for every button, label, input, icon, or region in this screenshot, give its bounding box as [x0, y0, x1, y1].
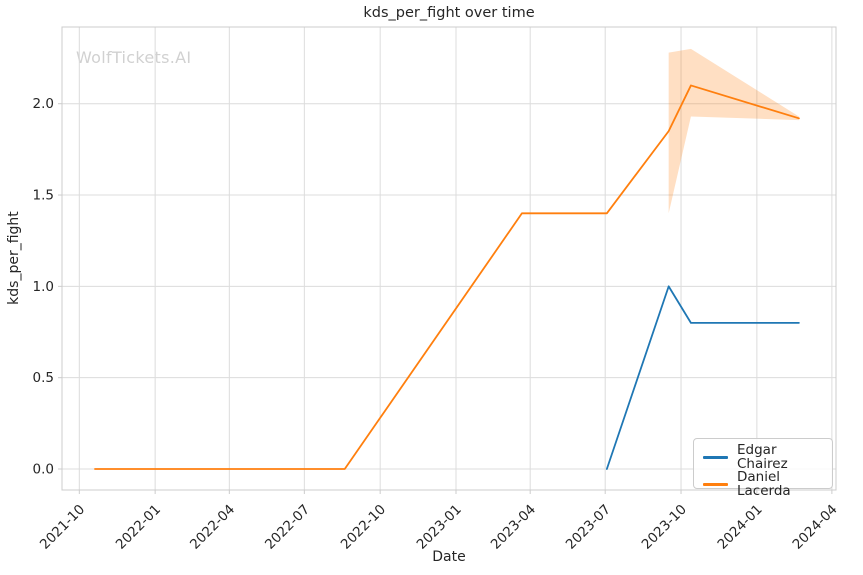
x-tick-label: 2024-01 — [714, 502, 765, 553]
legend: Edgar Chairez Daniel Lacerda — [693, 438, 833, 497]
legend-label: Daniel Lacerda — [737, 469, 791, 499]
x-tick-label: 2023-04 — [488, 502, 539, 553]
x-tick-label: 2024-04 — [790, 502, 841, 553]
x-tick-label: 2023-07 — [563, 502, 614, 553]
legend-label: Edgar Chairez — [737, 442, 788, 472]
line-daniel-lacerda — [94, 84, 800, 470]
x-tick-label: 2022-10 — [338, 502, 389, 553]
legend-item-daniel-lacerda: Daniel Lacerda — [703, 469, 823, 499]
chart-title: kds_per_fight over time — [363, 5, 535, 21]
y-tick-label: 1.5 — [33, 188, 54, 204]
x-tick-label: 2022-04 — [187, 502, 238, 553]
y-tick-label: 0.0 — [33, 461, 54, 477]
legend-line-swatch-orange — [703, 483, 728, 486]
y-tick-label: 2.0 — [33, 96, 54, 112]
y-tick-label: 1.0 — [33, 279, 54, 295]
legend-line-swatch-blue — [703, 456, 728, 459]
confidence-band — [668, 48, 799, 214]
x-tick-label: 2022-01 — [113, 502, 164, 553]
watermark: WolfTickets.AI — [76, 48, 192, 67]
legend-item-edgar-chairez: Edgar Chairez — [703, 442, 823, 472]
line-edgar-chairez — [605, 285, 800, 470]
x-tick-label: 2023-01 — [414, 502, 465, 553]
x-tick-label: 2022-07 — [262, 502, 313, 553]
x-tick-label: 2023-10 — [639, 502, 690, 553]
x-tick-label: 2021-10 — [37, 502, 88, 553]
y-tick-label: 0.5 — [33, 370, 54, 386]
x-axis-label: Date — [432, 549, 466, 565]
plot-border — [61, 26, 837, 491]
